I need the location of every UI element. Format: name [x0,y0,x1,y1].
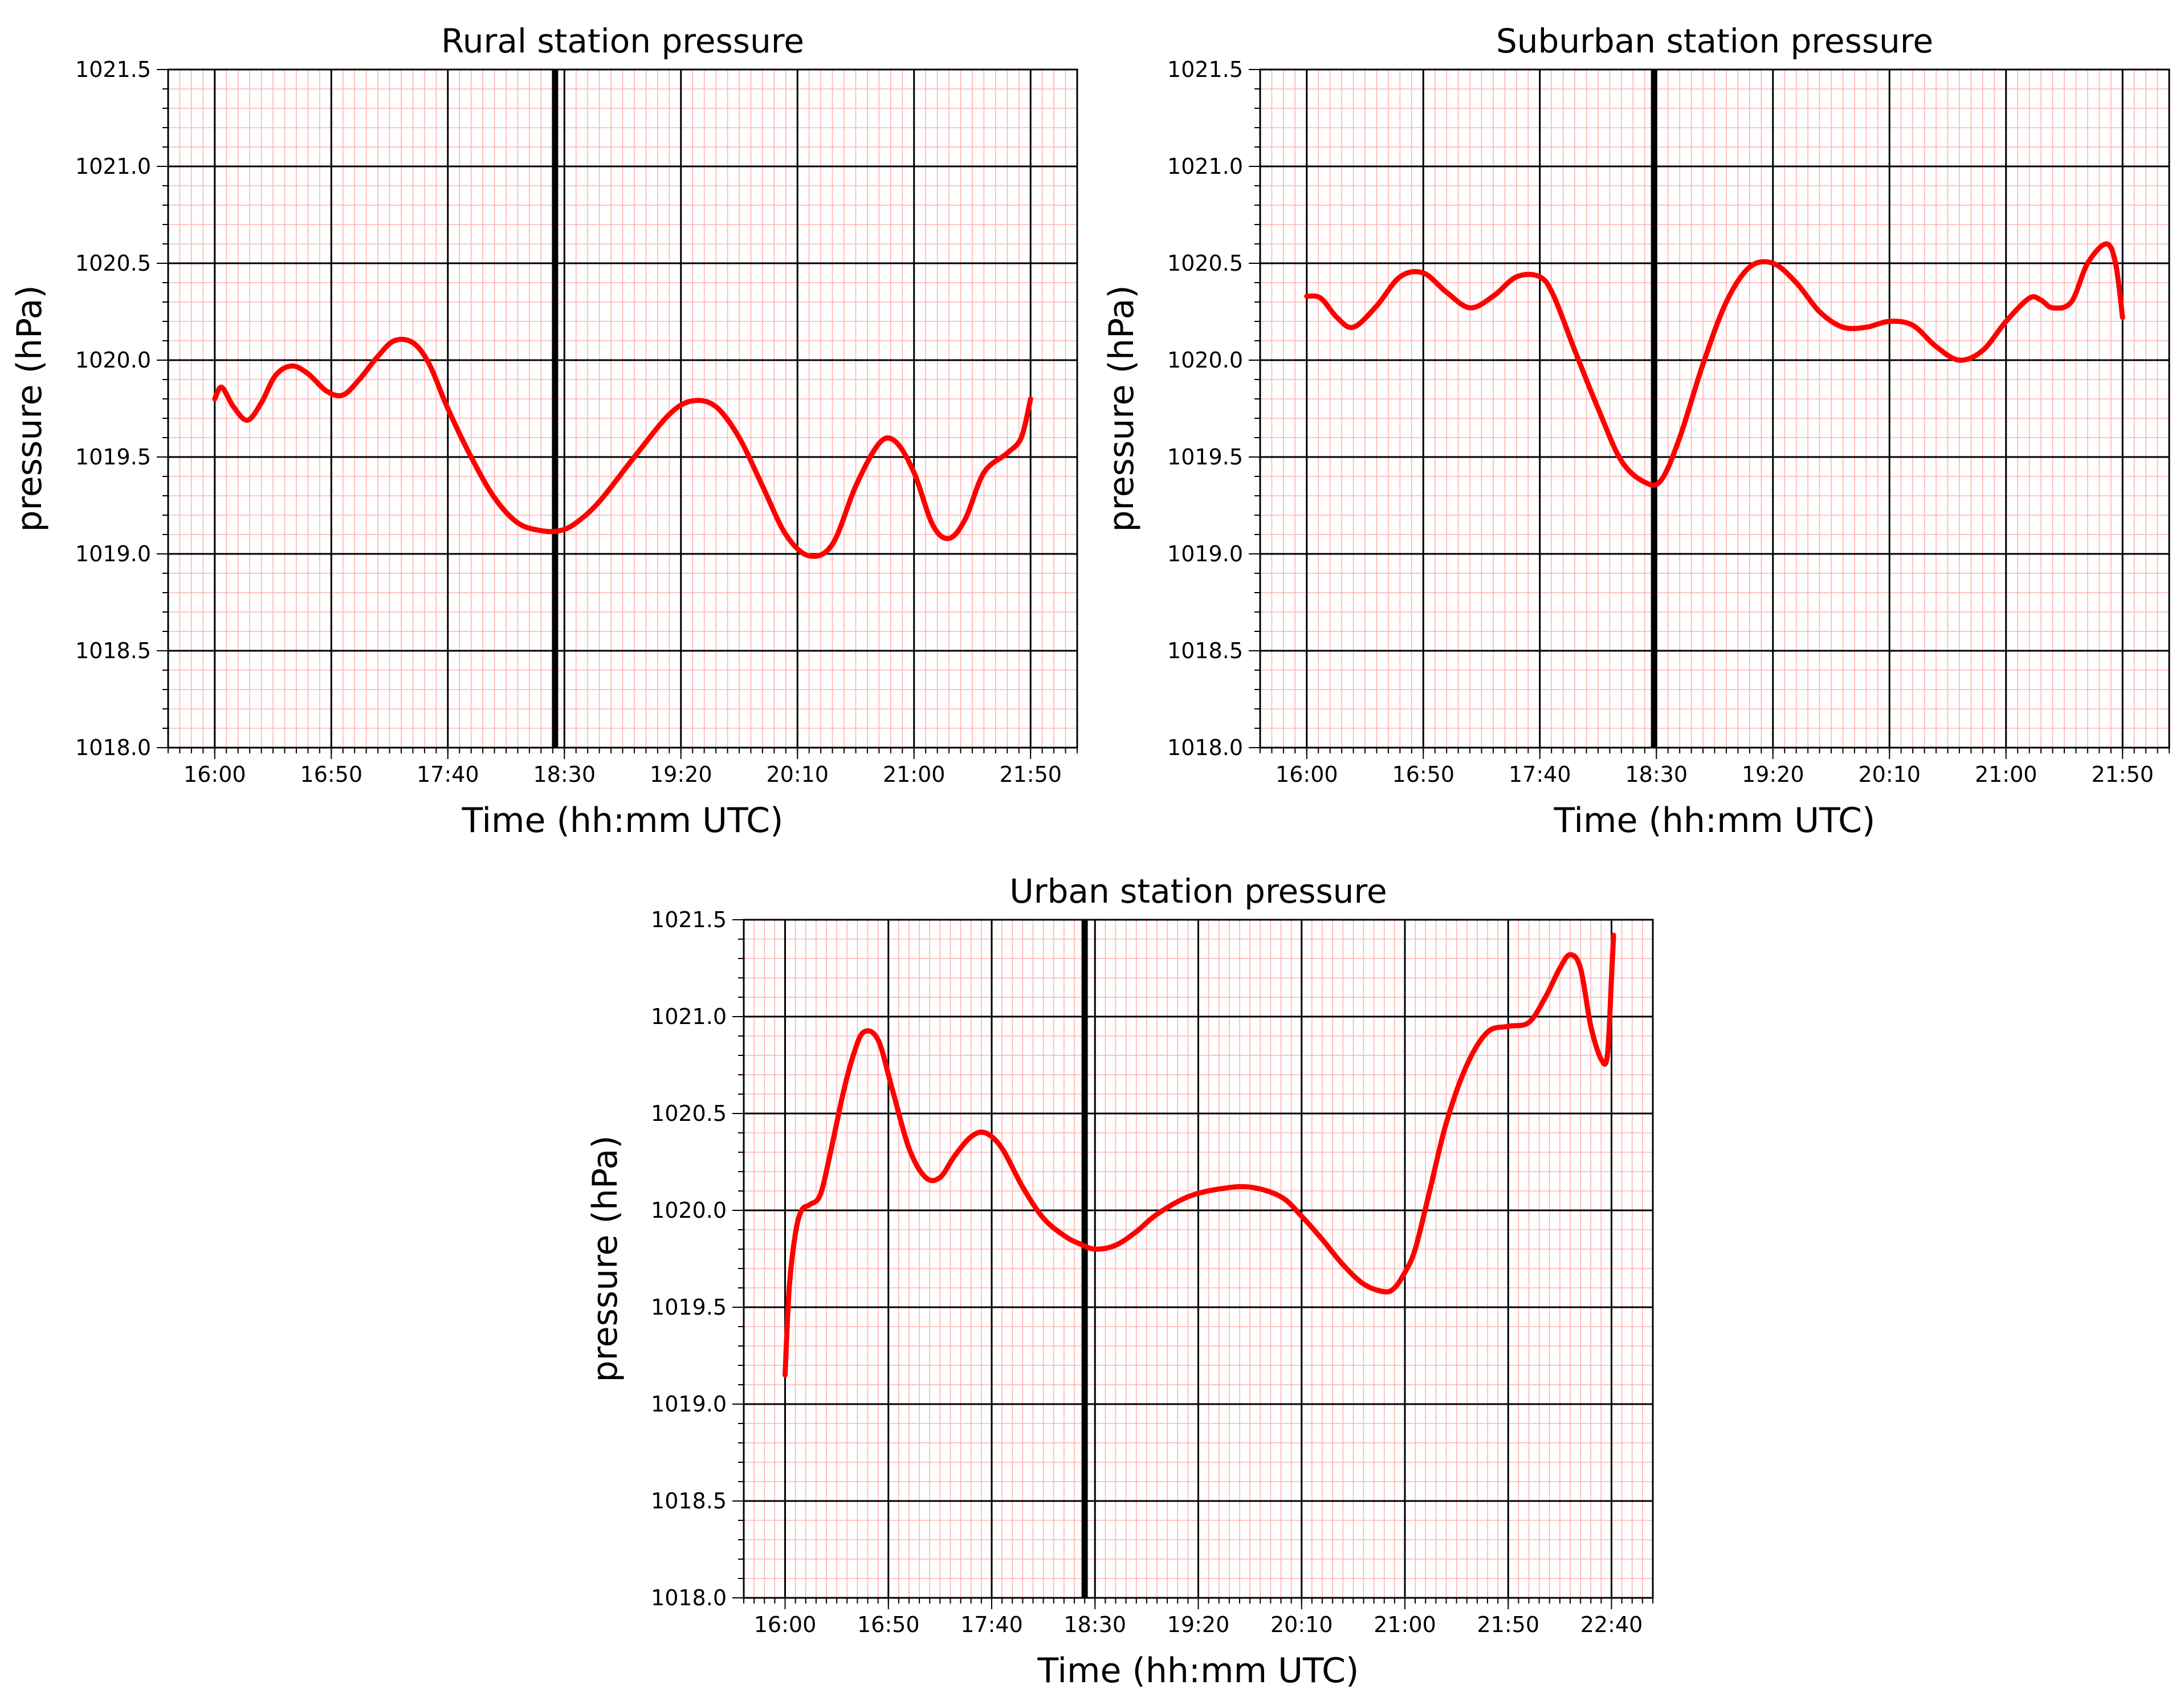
chart-1-ytick-label: 1018.0 [1167,735,1243,760]
chart-2-xtick-label: 17:40 [960,1612,1023,1637]
chart-1-ytick-label: 1019.0 [1167,541,1243,566]
chart-0-x-axis-label: Time (hh:mm UTC) [462,801,784,841]
urban-chart-panel: 1018.0 1018.5 1019.0 1019.5 1020.0 1020.5 1021… [576,850,1668,1701]
chart-2-ytick-label: 1021.5 [651,907,727,932]
chart-2-xtick-label: 20:10 [1270,1612,1333,1637]
chart-0-ytick-label: 1018.0 [75,735,151,760]
chart-2-xtick-label: 21:00 [1374,1612,1436,1637]
chart-1-y-axis-label: pressure (hPa) [1102,285,1142,532]
chart-1-ytick-label: 1021.0 [1167,154,1243,179]
chart-1-ytick-label: 1020.5 [1167,251,1243,276]
chart-0-tick-marks [157,69,1078,759]
chart-2-ytick-label: 1019.5 [651,1295,727,1320]
chart-2-xtick-label: 16:00 [754,1612,817,1637]
chart-0-ytick-label: 1020.5 [75,251,151,276]
chart-1-ytick-label: 1018.5 [1167,638,1243,663]
chart-0-xtick-label: 21:00 [883,762,946,787]
chart-2-ytick-label: 1018.0 [651,1585,727,1610]
chart-0-ytick-label: 1019.0 [75,541,151,566]
suburban-chart-panel: 1018.0 1018.5 1019.0 1019.5 1020.0 1020.5 1021… [1092,0,2184,850]
chart-2-xtick-label: 21:50 [1477,1612,1539,1637]
chart-1-xtick-label: 16:00 [1276,762,1338,787]
suburban-chart: 1018.0 1018.5 1019.0 1019.5 1020.0 1020.5 1021… [1102,22,2170,841]
chart-0-xtick-label: 16:00 [184,762,246,787]
urban-chart: 1018.0 1018.5 1019.0 1019.5 1020.0 1020.5 1021… [585,872,1654,1691]
rural-chart-panel: 1018.0 1018.5 1019.0 1019.5 1020.0 1020.5 1021… [0,0,1092,850]
chart-0-ytick-label: 1019.5 [75,444,151,470]
chart-0-series-line-0 [212,337,1033,559]
chart-2-x-axis-label: Time (hh:mm UTC) [1037,1651,1359,1691]
chart-2-xtick-label: 22:40 [1580,1612,1643,1637]
chart-1-xtick-label: 17:40 [1509,762,1571,787]
chart-2-series-line-0 [783,932,1616,1378]
chart-0-xtick-label: 20:10 [766,762,829,787]
chart-1-tick-marks [1249,69,2170,759]
chart-2-xtick-label: 19:20 [1167,1612,1230,1637]
chart-0-xtick-label: 19:20 [650,762,712,787]
chart-0-xtick-label: 21:50 [999,762,1062,787]
chart-1-series-line-0 [1304,241,2125,488]
chart-2-tick-marks [732,919,1653,1609]
chart-2-xtick-label: 16:50 [857,1612,920,1637]
chart-1-ytick-label: 1019.5 [1167,444,1243,470]
chart-1-ytick-label: 1020.0 [1167,348,1243,373]
chart-0-y-axis-label: pressure (hPa) [10,285,50,532]
chart-1-title: Suburban station pressure [1496,22,1933,60]
chart-1-xtick-label: 21:50 [2091,762,2154,787]
chart-0-minor-grid [168,69,1078,748]
chart-1-xtick-label: 21:00 [1975,762,2038,787]
chart-0-xtick-label: 18:30 [533,762,596,787]
chart-0-ytick-label: 1021.0 [75,154,151,179]
chart-2-y-axis-label: pressure (hPa) [585,1135,625,1382]
chart-2-title: Urban station pressure [1009,872,1387,911]
rural-chart: 1018.0 1018.5 1019.0 1019.5 1020.0 1020.5 1021… [10,22,1078,841]
chart-2-ytick-label: 1018.5 [651,1488,727,1514]
chart-0-xtick-label: 16:50 [300,762,363,787]
chart-1-xtick-label: 18:30 [1625,762,1688,787]
chart-0-xtick-label: 17:40 [417,762,479,787]
chart-2-ytick-label: 1019.0 [651,1392,727,1417]
chart-0-ytick-label: 1018.5 [75,638,151,663]
chart-1-xtick-label: 19:20 [1742,762,1804,787]
chart-1-ytick-label: 1021.5 [1167,57,1243,82]
chart-2-ytick-label: 1021.0 [651,1004,727,1029]
chart-2-xtick-label: 18:30 [1064,1612,1126,1637]
chart-2-ytick-label: 1020.0 [651,1198,727,1223]
chart-2-ytick-label: 1020.5 [651,1101,727,1126]
chart-0-ytick-label: 1021.5 [75,57,151,82]
chart-1-x-axis-label: Time (hh:mm UTC) [1554,801,1876,841]
chart-1-xtick-label: 20:10 [1858,762,1921,787]
chart-1-xtick-label: 16:50 [1392,762,1455,787]
chart-0-title: Rural station pressure [441,22,804,60]
chart-0-ytick-label: 1020.0 [75,348,151,373]
